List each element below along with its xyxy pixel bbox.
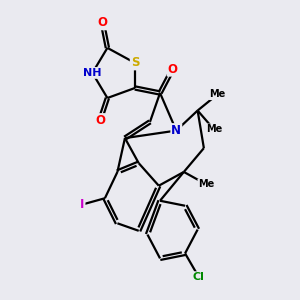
Text: I: I <box>80 198 85 211</box>
Text: O: O <box>98 16 107 29</box>
Text: Cl: Cl <box>193 272 205 282</box>
Text: Me: Me <box>206 124 222 134</box>
Text: O: O <box>168 63 178 76</box>
Text: Me: Me <box>209 89 226 99</box>
Text: NH: NH <box>83 68 102 78</box>
Text: N: N <box>171 124 181 137</box>
Text: S: S <box>131 56 139 69</box>
Text: Me: Me <box>198 179 214 190</box>
Text: O: O <box>95 114 105 127</box>
